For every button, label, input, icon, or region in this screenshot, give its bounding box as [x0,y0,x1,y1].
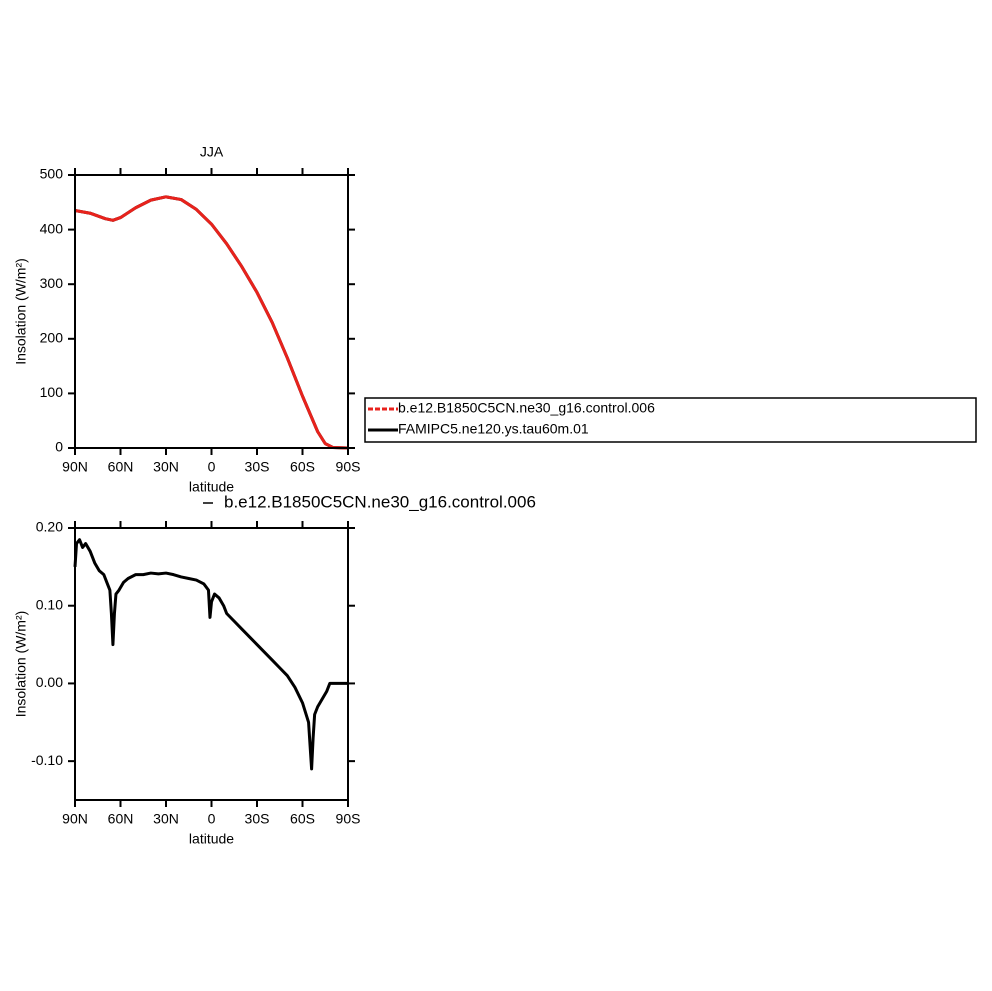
x-tick-label: 90N [62,811,88,827]
legend-box [364,397,977,443]
y-tick-label: 0.10 [36,596,63,612]
legend-label: b.e12.B1850C5CN.ne30_g16.control.006 [398,400,655,416]
x-tick-label: 60S [290,811,315,827]
y-axis-label: Insolation (W/m²) [13,258,29,365]
plot-frame [74,527,349,801]
y-tick-label: 0.00 [36,674,63,690]
y-tick-label: 200 [40,330,64,346]
chart-title: JJA [200,144,224,160]
x-tick-label: 90N [62,459,88,475]
legend-label: FAMIPC5.ne120.ys.tau60m.01 [398,421,589,437]
x-tick-label: 60S [290,459,315,475]
y-tick-label: -0.10 [31,752,63,768]
x-tick-label: 0 [208,459,216,475]
y-tick-label: 400 [40,220,64,236]
series-line [73,538,348,771]
y-axis-label: Insolation (W/m²) [13,611,29,718]
x-tick-label: 30N [153,459,179,475]
x-axis-label: latitude [189,831,234,847]
x-tick-label: 90S [336,459,361,475]
series-line [74,195,349,450]
x-tick-label: 60N [108,459,134,475]
legend-label: b.e12.B1850C5CN.ne30_g16.control.006 [224,492,536,511]
x-tick-label: 30S [245,811,270,827]
x-tick-label: 60N [108,811,134,827]
x-tick-label: 90S [336,811,361,827]
y-tick-label: 0 [55,439,63,455]
x-tick-label: 30N [153,811,179,827]
y-tick-label: 500 [40,166,64,182]
y-tick-label: 0.20 [36,519,63,535]
y-tick-label: 300 [40,275,64,291]
x-tick-label: 30S [245,459,270,475]
x-tick-label: 0 [208,811,216,827]
y-tick-label: 100 [40,384,64,400]
x-axis-label: latitude [189,479,234,495]
